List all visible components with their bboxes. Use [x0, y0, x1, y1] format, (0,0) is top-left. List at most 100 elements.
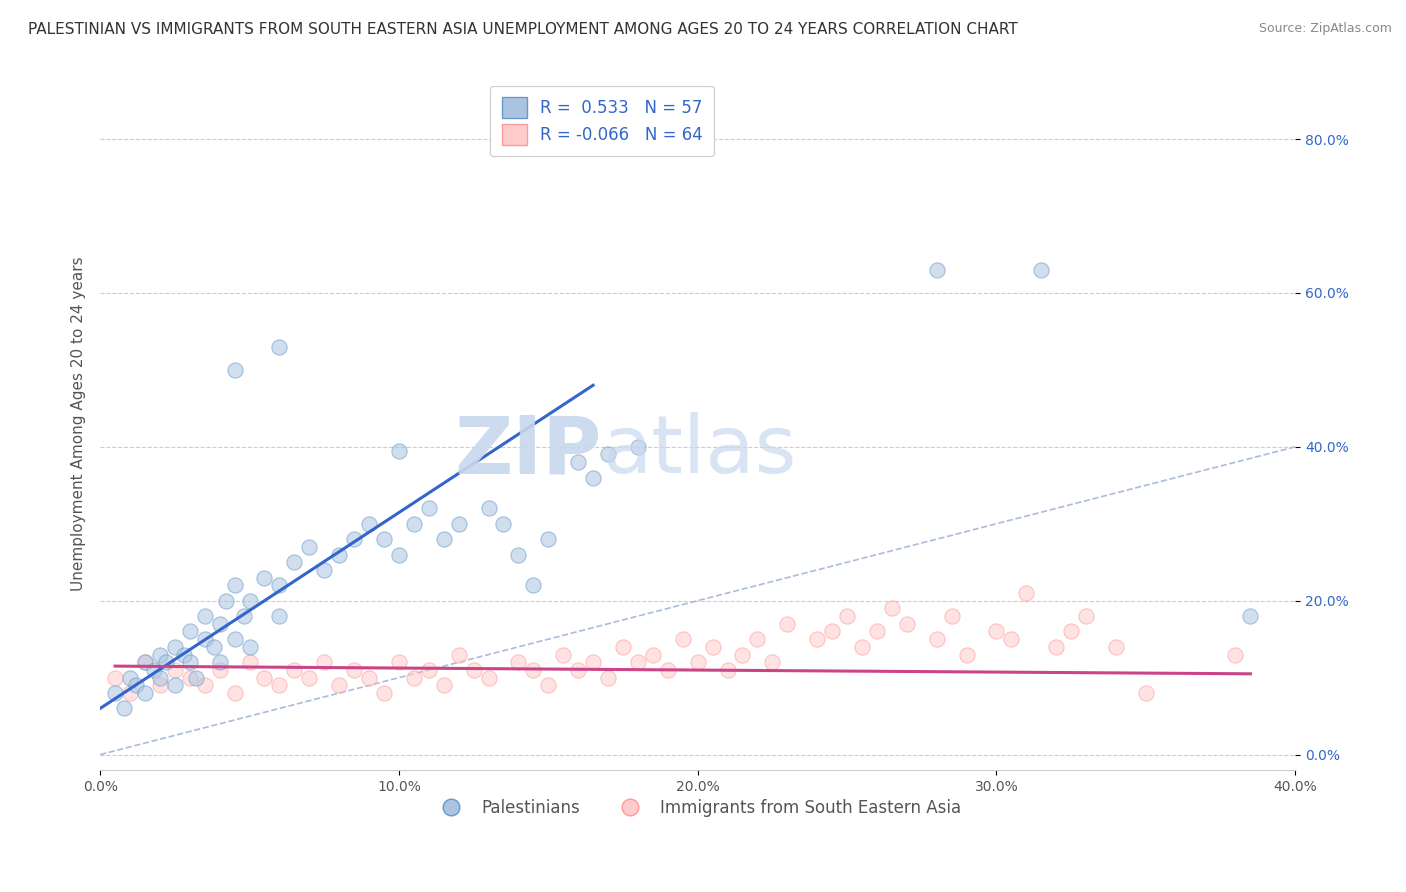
- Point: [104, 671, 127, 685]
- Point: [955, 648, 977, 662]
- Point: [508, 548, 530, 562]
- Point: [835, 609, 858, 624]
- Point: [134, 655, 156, 669]
- Point: [163, 663, 186, 677]
- Point: [672, 632, 695, 647]
- Point: [357, 516, 380, 531]
- Point: [522, 578, 544, 592]
- Point: [522, 663, 544, 677]
- Y-axis label: Unemployment Among Ages 20 to 24 years: Unemployment Among Ages 20 to 24 years: [72, 256, 86, 591]
- Point: [269, 578, 291, 592]
- Point: [194, 609, 217, 624]
- Point: [343, 532, 366, 546]
- Point: [253, 671, 276, 685]
- Point: [373, 532, 395, 546]
- Point: [149, 671, 172, 685]
- Point: [142, 663, 165, 677]
- Point: [238, 655, 260, 669]
- Point: [657, 663, 679, 677]
- Point: [112, 701, 135, 715]
- Point: [596, 671, 619, 685]
- Point: [253, 571, 276, 585]
- Point: [731, 648, 754, 662]
- Point: [567, 663, 589, 677]
- Point: [388, 443, 411, 458]
- Point: [179, 671, 201, 685]
- Point: [447, 516, 470, 531]
- Point: [418, 663, 440, 677]
- Point: [283, 555, 305, 569]
- Text: atlas: atlas: [602, 412, 796, 491]
- Point: [373, 686, 395, 700]
- Point: [1015, 586, 1038, 600]
- Point: [880, 601, 903, 615]
- Point: [1000, 632, 1022, 647]
- Point: [208, 663, 231, 677]
- Point: [821, 624, 844, 639]
- Legend: Palestinians, Immigrants from South Eastern Asia: Palestinians, Immigrants from South East…: [427, 793, 967, 824]
- Point: [224, 578, 246, 592]
- Point: [194, 678, 217, 692]
- Point: [269, 678, 291, 692]
- Point: [1074, 609, 1097, 624]
- Point: [925, 262, 948, 277]
- Point: [357, 671, 380, 685]
- Point: [298, 540, 321, 554]
- Point: [388, 655, 411, 669]
- Point: [104, 686, 127, 700]
- Point: [761, 655, 783, 669]
- Point: [224, 686, 246, 700]
- Point: [224, 632, 246, 647]
- Point: [1239, 609, 1261, 624]
- Point: [747, 632, 769, 647]
- Point: [155, 655, 177, 669]
- Point: [402, 671, 425, 685]
- Point: [492, 516, 515, 531]
- Point: [477, 501, 499, 516]
- Point: [463, 663, 485, 677]
- Point: [163, 678, 186, 692]
- Point: [232, 609, 254, 624]
- Point: [208, 655, 231, 669]
- Point: [986, 624, 1008, 639]
- Point: [941, 609, 963, 624]
- Point: [194, 632, 217, 647]
- Point: [328, 548, 350, 562]
- Point: [447, 648, 470, 662]
- Point: [508, 655, 530, 669]
- Point: [149, 648, 172, 662]
- Point: [118, 671, 141, 685]
- Point: [641, 648, 664, 662]
- Point: [173, 648, 195, 662]
- Point: [238, 640, 260, 654]
- Point: [224, 363, 246, 377]
- Point: [537, 532, 560, 546]
- Point: [328, 678, 350, 692]
- Point: [388, 548, 411, 562]
- Point: [269, 609, 291, 624]
- Point: [776, 616, 799, 631]
- Point: [298, 671, 321, 685]
- Point: [283, 663, 305, 677]
- Point: [314, 655, 336, 669]
- Point: [1060, 624, 1083, 639]
- Point: [149, 678, 172, 692]
- Point: [134, 655, 156, 669]
- Point: [118, 686, 141, 700]
- Point: [433, 532, 456, 546]
- Point: [1225, 648, 1247, 662]
- Point: [125, 678, 148, 692]
- Point: [1105, 640, 1128, 654]
- Point: [402, 516, 425, 531]
- Point: [716, 663, 738, 677]
- Point: [582, 470, 605, 484]
- Point: [163, 640, 186, 654]
- Point: [851, 640, 873, 654]
- Point: [208, 616, 231, 631]
- Point: [238, 593, 260, 607]
- Point: [433, 678, 456, 692]
- Point: [686, 655, 709, 669]
- Point: [179, 624, 201, 639]
- Point: [314, 563, 336, 577]
- Point: [582, 655, 605, 669]
